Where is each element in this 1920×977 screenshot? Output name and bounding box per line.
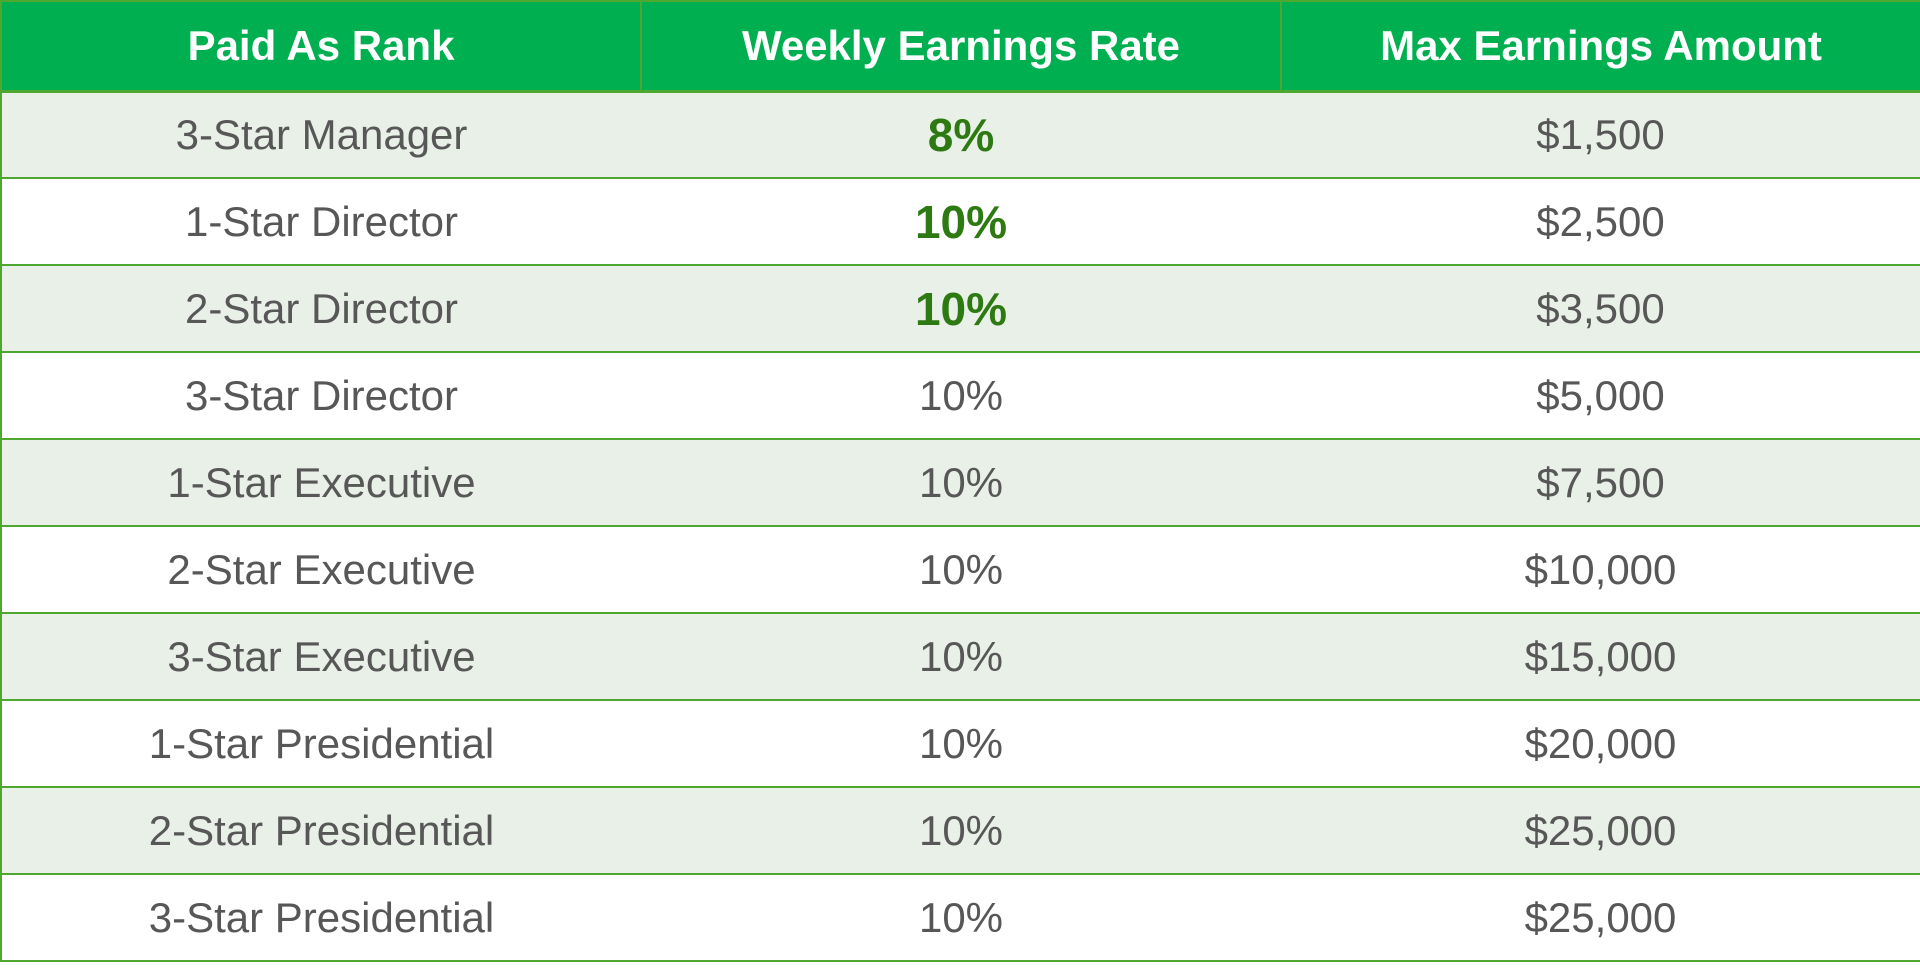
table-row: 1-Star Director 10% $2,500 <box>0 177 1920 266</box>
table-row: 3-Star Manager 8% $1,500 <box>0 90 1920 179</box>
rate-cell: 10% <box>641 264 1281 353</box>
table-row: 3-Star Presidential 10% $25,000 <box>0 873 1920 962</box>
table-header: Paid As Rank Weekly Earnings Rate Max Ea… <box>0 0 1920 93</box>
rank-cell: 1-Star Presidential <box>0 699 641 788</box>
max-amount-cell: $5,000 <box>1281 351 1920 440</box>
table-body: 3-Star Manager 8% $1,500 1-Star Director 10%… <box>0 90 1920 962</box>
max-amount-cell: $10,000 <box>1281 525 1920 614</box>
rank-cell: 3-Star Presidential <box>0 873 641 962</box>
rate-cell: 10% <box>641 786 1281 875</box>
rate-cell: 10% <box>641 525 1281 614</box>
rank-cell: 3-Star Director <box>0 351 641 440</box>
table-row: 3-Star Executive 10% $15,000 <box>0 612 1920 701</box>
header-paid-as-rank: Paid As Rank <box>0 0 642 93</box>
max-amount-cell: $1,500 <box>1281 90 1920 179</box>
rate-cell: 8% <box>641 90 1281 179</box>
rate-cell: 10% <box>641 873 1281 962</box>
rate-cell: 10% <box>641 351 1281 440</box>
rate-cell: 10% <box>641 438 1281 527</box>
table-row: 2-Star Executive 10% $10,000 <box>0 525 1920 614</box>
max-amount-cell: $20,000 <box>1281 699 1920 788</box>
table-row: 1-Star Executive 10% $7,500 <box>0 438 1920 527</box>
rank-cell: 1-Star Executive <box>0 438 641 527</box>
table-row: 2-Star Presidential 10% $25,000 <box>0 786 1920 875</box>
max-amount-cell: $25,000 <box>1281 873 1920 962</box>
header-max-earnings-amount: Max Earnings Amount <box>1280 0 1920 93</box>
header-row: Paid As Rank Weekly Earnings Rate Max Ea… <box>0 0 1920 93</box>
header-weekly-earnings-rate: Weekly Earnings Rate <box>640 0 1282 93</box>
rank-cell: 2-Star Presidential <box>0 786 641 875</box>
rank-cell: 1-Star Director <box>0 177 641 266</box>
table-row: 1-Star Presidential 10% $20,000 <box>0 699 1920 788</box>
rank-cell: 2-Star Director <box>0 264 641 353</box>
rank-cell: 3-Star Executive <box>0 612 641 701</box>
rank-cell: 2-Star Executive <box>0 525 641 614</box>
max-amount-cell: $15,000 <box>1281 612 1920 701</box>
max-amount-cell: $7,500 <box>1281 438 1920 527</box>
table-row: 3-Star Director 10% $5,000 <box>0 351 1920 440</box>
rate-cell: 10% <box>641 699 1281 788</box>
rate-cell: 10% <box>641 612 1281 701</box>
rank-cell: 3-Star Manager <box>0 90 641 179</box>
table-row: 2-Star Director 10% $3,500 <box>0 264 1920 353</box>
max-amount-cell: $2,500 <box>1281 177 1920 266</box>
max-amount-cell: $25,000 <box>1281 786 1920 875</box>
rate-cell: 10% <box>641 177 1281 266</box>
max-amount-cell: $3,500 <box>1281 264 1920 353</box>
